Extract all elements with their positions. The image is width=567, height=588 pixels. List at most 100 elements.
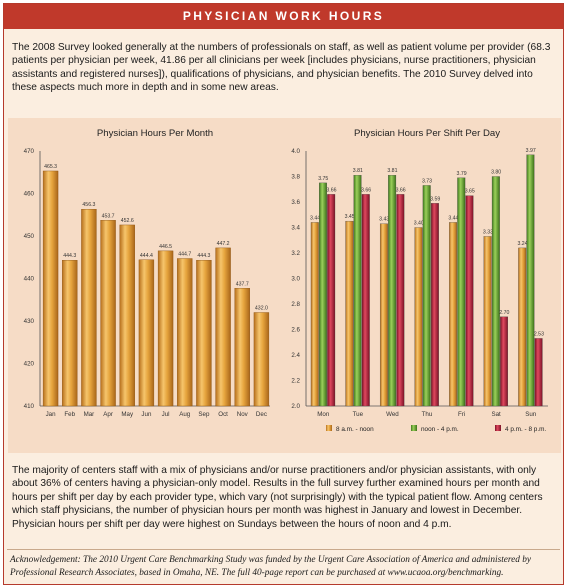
chart1-bar bbox=[157, 250, 174, 407]
chart1-bar bbox=[177, 258, 193, 407]
chart1-bar-label: 432.0 bbox=[255, 306, 268, 312]
chart2-bar-label: 3.97 bbox=[526, 148, 536, 154]
chart1-bar-label: 452.6 bbox=[121, 218, 134, 224]
chart1-y-tick-label: 410 bbox=[24, 403, 35, 410]
chart2-bar-label: 3.79 bbox=[457, 171, 467, 177]
chart1-y-tick-label: 430 bbox=[24, 318, 35, 325]
chart1-x-tick-label: Apr bbox=[103, 411, 113, 418]
chart2-y-tick-label: 3.6 bbox=[291, 199, 300, 206]
chart1-bar-label: 444.3 bbox=[197, 253, 210, 259]
chart2-bar-2 bbox=[430, 203, 439, 407]
chart1-bar bbox=[138, 259, 155, 407]
chart1-y-tick-label: 420 bbox=[24, 361, 35, 368]
chart2-bar-1 bbox=[353, 175, 362, 407]
intro-paragraph: The 2008 Survey looked generally at the … bbox=[12, 42, 551, 94]
chart2-legend-label: 4 p.m. - 8 p.m. bbox=[505, 426, 546, 433]
chart2-y-tick-label: 2.2 bbox=[291, 378, 300, 385]
chart2-bar-1 bbox=[491, 176, 500, 407]
chart2-y-tick-label: 3.0 bbox=[291, 276, 300, 283]
chart2-x-tick-label: Fri bbox=[458, 411, 465, 418]
chart2-bar-0 bbox=[483, 236, 492, 407]
chart1-bar-label: 453.7 bbox=[102, 213, 115, 219]
chart1-bar-label: 465.3 bbox=[44, 164, 57, 170]
chart2-x-tick-label: Wed bbox=[386, 411, 399, 418]
chart1-title: Physician Hours Per Month bbox=[97, 128, 213, 139]
chart1-x-tick-label: Jan bbox=[46, 411, 57, 418]
chart2-bar-0 bbox=[518, 247, 527, 407]
chart1-bar-label: 446.5 bbox=[159, 244, 172, 250]
chart2-bar-label: 3.81 bbox=[353, 168, 363, 174]
chart2-x-tick-label: Sat bbox=[491, 411, 501, 418]
chart2-y-tick-label: 3.2 bbox=[291, 250, 300, 257]
chart1-x-tick-label: Sep bbox=[198, 411, 210, 418]
section-header: PHYSICIAN WORK HOURS bbox=[4, 4, 563, 29]
chart1-bar-label: 437.7 bbox=[236, 281, 249, 287]
chart2-legend-swatch bbox=[495, 425, 501, 431]
chart1-bar bbox=[42, 170, 59, 407]
chart2-bar-label: 3.75 bbox=[318, 176, 328, 182]
chart2-bar-1 bbox=[319, 182, 327, 407]
chart2-bar-label: 3.24 bbox=[517, 241, 527, 247]
chart1-x-tick-label: Dec bbox=[256, 411, 267, 418]
chart2-bar-label: 3.66 bbox=[396, 187, 406, 193]
chart2-legend-swatch bbox=[326, 425, 332, 431]
chart1-bar-label: 456.3 bbox=[82, 202, 95, 208]
chart1-x-tick-label: May bbox=[121, 411, 134, 418]
chart1-x-tick-label: Jun bbox=[141, 411, 152, 418]
chart2-bar-label: 2.70 bbox=[499, 310, 509, 316]
charts-svg: Physician Hours Per Month 410 420 430 440 450… bbox=[24, 128, 548, 433]
article-panel: PHYSICIAN WORK HOURS The 2008 Survey loo… bbox=[3, 3, 564, 585]
chart2-bar-label: 3.45 bbox=[345, 214, 355, 220]
chart2-bar-1 bbox=[526, 154, 535, 407]
chart2-legend-swatch bbox=[411, 425, 417, 431]
chart1-bar bbox=[81, 209, 97, 407]
chart1-y-tick-label: 440 bbox=[24, 276, 35, 283]
chart2-bar-label: 3.66 bbox=[326, 187, 336, 193]
chart2-legend-label: noon - 4 p.m. bbox=[421, 426, 459, 433]
chart2-x-tick-label: Sun bbox=[525, 411, 537, 418]
chart1-x-tick-label: Jul bbox=[162, 411, 170, 418]
chart2-bar-label: 3.44 bbox=[448, 215, 458, 221]
chart2-legend-label: 8 a.m. - noon bbox=[336, 426, 374, 433]
chart2-x-tick-label: Thu bbox=[422, 411, 433, 418]
chart2-bar-2 bbox=[396, 194, 405, 407]
chart1-bar bbox=[215, 247, 231, 407]
chart2-bar-label: 3.40 bbox=[414, 221, 424, 227]
chart1-x-tick-label: Nov bbox=[237, 411, 249, 418]
chart2-bar-label: 3.66 bbox=[361, 187, 371, 193]
chart1-bar bbox=[234, 288, 250, 407]
chart2-bar-2 bbox=[534, 338, 543, 407]
chart1-x-tick-label: Feb bbox=[64, 411, 75, 418]
chart1-y-tick-label: 450 bbox=[24, 233, 35, 240]
chart2-bar-label: 3.80 bbox=[491, 170, 501, 176]
chart2-bar-label: 3.73 bbox=[422, 178, 432, 184]
chart1-bar bbox=[62, 260, 78, 407]
chart2-x-tick-label: Tue bbox=[353, 411, 364, 418]
chart1-bar bbox=[196, 260, 212, 407]
chart2-bar-label: 3.65 bbox=[465, 189, 475, 195]
chart1-x-tick-label: Aug bbox=[179, 411, 191, 418]
acknowledgement-note: Acknowledgement: The 2010 Urgent Care Be… bbox=[7, 549, 560, 579]
chart2-bar-1 bbox=[457, 177, 466, 407]
chart2-bar-label: 3.43 bbox=[379, 217, 389, 223]
chart2-bar-2 bbox=[361, 194, 370, 407]
chart2-x-tick-label: Mon bbox=[317, 411, 330, 418]
chart1-bar-label: 444.4 bbox=[140, 253, 153, 259]
chart2-bar-label: 3.59 bbox=[430, 196, 440, 202]
chart2-title: Physician Hours Per Shift Per Day bbox=[354, 128, 500, 139]
chart2-bar-0 bbox=[345, 220, 354, 407]
chart2-bar-0 bbox=[449, 222, 458, 407]
chart1-y-tick-label: 460 bbox=[24, 191, 35, 198]
chart2-y-tick-label: 3.8 bbox=[291, 174, 300, 181]
chart2-y-tick-label: 2.4 bbox=[291, 352, 300, 359]
chart2-bar-2 bbox=[465, 195, 474, 407]
chart2-bar-2 bbox=[327, 194, 336, 407]
chart1-bar bbox=[119, 224, 135, 407]
chart2-bar-label: 3.81 bbox=[387, 168, 397, 174]
chart2-bar-2 bbox=[500, 316, 508, 407]
chart2-bar-0 bbox=[379, 223, 388, 407]
chart1-bar-label: 444.3 bbox=[63, 253, 76, 259]
chart2-bar-label: 3.33 bbox=[483, 229, 493, 235]
chart1-bar bbox=[100, 220, 116, 407]
charts-panel: Physician Hours Per Month 410 420 430 440 450… bbox=[8, 118, 561, 453]
